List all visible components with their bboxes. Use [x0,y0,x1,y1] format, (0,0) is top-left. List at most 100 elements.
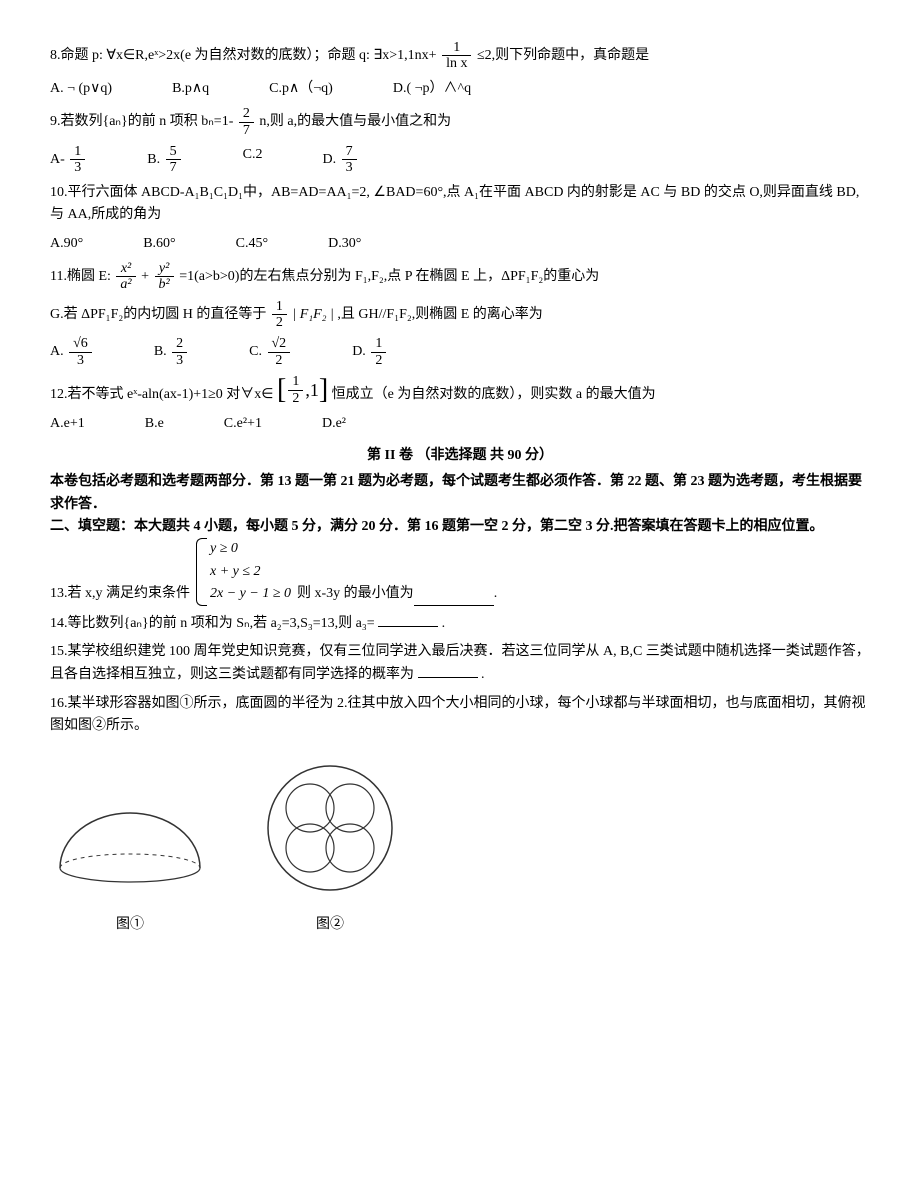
frac-den: b² [155,277,174,292]
opt-label: C. [249,345,265,360]
frac-num: x² [116,261,135,277]
q12-opt-a: A.e+1 [50,413,85,435]
q8-opt-d: D.( ¬p）∧^q [393,78,471,100]
q9-opt-d-label: D. [322,152,339,167]
q9-frac-num: 2 [239,106,254,122]
q11-opt-c: C. √2 2 [249,336,292,368]
q15-tail: . [481,667,485,682]
q8-frac-den: ln x [442,56,471,71]
frac-den: 2 [288,391,303,406]
q9-opt-c: C.2 [243,144,263,176]
frac-num: 5 [166,144,181,160]
opt-frac: 2 3 [172,336,187,368]
section-2-p2: 二、填空题：本大题共 4 小题，每小题 5 分，满分 20 分．第 16 题第一… [50,516,870,538]
q9-frac: 2 7 [239,106,254,138]
q12-opt-b: B.e [145,413,164,435]
interval-frac: 1 2 [288,374,303,406]
q11-frac1: x² a² [116,261,135,293]
q12-stem-a: 12.若不等式 eˣ-aln(ax-1)+1≥0 对∀x∈ [50,387,274,402]
section-2-p1: 本卷包括必考题和选考题两部分．第 13 题一第 21 题为必考题，每个试题考生都… [50,471,870,516]
q8-stem-a: 8.命题 p: ∀x∈R,eˣ>2x(e 为自然对数的底数）；命题 q: ∃x>… [50,48,437,63]
question-13: 13.若 x,y 满足约束条件 y ≥ 0 x + y ≤ 2 2x − y −… [50,538,870,605]
q11-opt-d: D. 1 2 [352,336,388,368]
q10-opt-d: D.30° [328,233,361,255]
figure-2: 图② [260,758,400,937]
sys-row-1: y ≥ 0 [210,538,291,560]
figure-2-label: 图② [260,914,400,936]
q11-abs: | F₁F₂ | [292,307,334,322]
question-11-line2: G.若 ΔPF₁F₂的内切圆 H 的直径等于 1 2 | F₁F₂ | ,且 G… [50,299,870,331]
frac-den: 7 [166,160,181,175]
q9-stem-b: n,则 a,的最大值与最小值之和为 [259,114,451,129]
frac-num: 1 [371,336,386,352]
q9-opt-d-frac: 7 3 [342,144,357,176]
section-2-title: 第 II 卷 （非选择题 共 90 分） [50,445,870,467]
frac-den: 3 [342,160,357,175]
q15-blank [418,663,478,678]
q8-opt-a: A. ¬ (p∨q) [50,78,112,100]
question-14: 14.等比数列{aₙ}的前 n 项和为 Sₙ,若 a₂=3,S₃=13,则 a₃… [50,612,870,635]
q12-opt-c: C.e²+1 [224,413,262,435]
frac-num: √2 [268,336,291,352]
opt-frac: √2 2 [268,336,291,368]
q9-opt-a-frac: 1 3 [70,144,85,176]
q9-opt-d: D. 7 3 [322,144,358,176]
q9-frac-den: 7 [239,123,254,138]
frac-num: 2 [172,336,187,352]
q9-opt-a-label: A- [50,152,65,167]
frac-num: √6 [69,336,92,352]
frac-num: 1 [70,144,85,160]
q13-blank [414,591,494,606]
frac-num: 1 [288,374,303,390]
interval-rest: ,1 [305,376,319,405]
q10-opt-b: B.60° [143,233,175,255]
frac-den: 3 [172,353,187,368]
q13-system: y ≥ 0 x + y ≤ 2 2x − y − 1 ≥ 0 [196,538,291,605]
opt-label: B. [154,345,170,360]
topview-icon [260,758,400,898]
q12-stem-b: 恒成立（e 为自然对数的底数），则实数 a 的最大值为 [332,387,656,402]
q8-stem-b: ≤2,则下列命题中，真命题是 [477,48,649,63]
q16-text: 16.某半球形容器如图①所示，底面圆的半径为 2.往其中放入四个大小相同的小球，… [50,696,866,733]
frac-den: 3 [70,160,85,175]
sys-row-3: 2x − y − 1 ≥ 0 [210,583,291,605]
q9-opt-b-frac: 5 7 [166,144,181,176]
q11-frac2: y² b² [155,261,174,293]
hemisphere-icon [50,798,210,898]
opt-label: D. [352,345,369,360]
plus-sign: + [141,269,149,284]
q8-frac-num: 1 [442,40,471,56]
q8-opt-c: C.p∧（¬q) [269,78,333,100]
question-9: 9.若数列{aₙ}的前 n 项积 bₙ=1- 2 7 n,则 a,的最大值与最小… [50,106,870,138]
q13-stem-a: 13.若 x,y 满足约束条件 [50,583,190,605]
q11-opt-b: B. 2 3 [154,336,189,368]
figure-1-label: 图① [50,914,210,936]
sys-row-2: x + y ≤ 2 [210,561,291,583]
q11-opt-a: A. √6 3 [50,336,94,368]
question-12: 12.若不等式 eˣ-aln(ax-1)+1≥0 对∀x∈ [ 1 2 ,1 ]… [50,374,870,406]
q11-stem-b: =1(a>b>0)的左右焦点分别为 F₁,F₂,点 P 在椭圆 E 上，ΔPF₁… [179,269,599,284]
q11-line2-a: G.若 ΔPF₁F₂的内切圆 H 的直径等于 [50,307,266,322]
question-11: 11.椭圆 E: x² a² + y² b² =1(a>b>0)的左右焦点分别为… [50,261,870,293]
left-bracket: [ [277,376,286,404]
frac-den: 2 [371,353,386,368]
q12-options: A.e+1 B.e C.e²+1 D.e² [50,413,870,435]
q12-opt-d: D.e² [322,413,346,435]
q10-opt-a: A.90° [50,233,83,255]
frac-den: 2 [268,353,291,368]
question-16: 16.某半球形容器如图①所示，底面圆的半径为 2.往其中放入四个大小相同的小球，… [50,693,870,738]
q14-blank [378,612,438,627]
opt-frac: √6 3 [69,336,92,368]
frac-den: a² [116,277,135,292]
q9-options: A- 1 3 B. 5 7 C.2 D. 7 3 [50,144,870,176]
frac-den: 2 [272,315,287,330]
q9-opt-b: B. 5 7 [147,144,182,176]
figures-row: 图① 图② [50,758,870,937]
frac-num: y² [155,261,174,277]
q9-stem-a: 9.若数列{aₙ}的前 n 项积 bₙ=1- [50,114,233,129]
q13-stem-b: 则 x-3y 的最小值为 [297,583,414,605]
q8-frac: 1 ln x [442,40,471,72]
q8-opt-b: B.p∧q [172,78,209,100]
q10-line1: 10.平行六面体 ABCD-A₁B₁C₁D₁中，AB=AD=AA₁=2, ∠BA… [50,185,859,222]
abs-content: F₁F₂ [300,307,327,322]
